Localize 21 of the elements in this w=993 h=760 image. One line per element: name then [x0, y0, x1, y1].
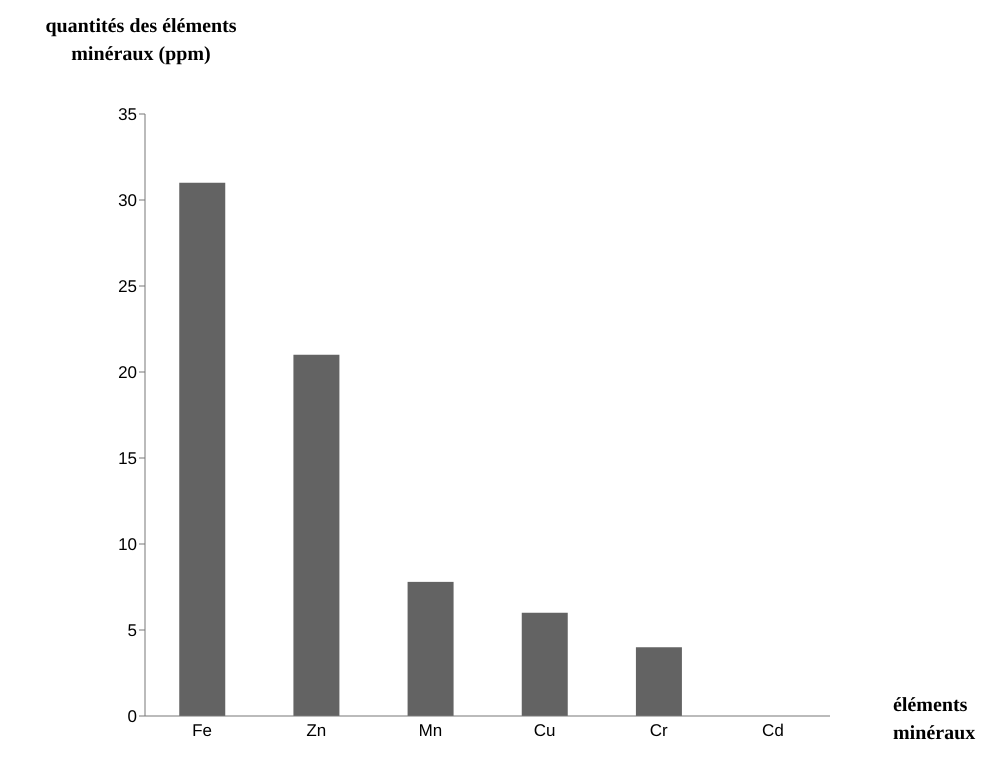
- x-tick-label: Zn: [306, 721, 326, 740]
- x-tick-label: Mn: [418, 721, 442, 740]
- bar: [179, 182, 226, 716]
- bar: [293, 354, 340, 716]
- x-axis-title: éléments minéraux: [893, 693, 976, 746]
- bar: [522, 612, 568, 716]
- y-tick-label: 5: [128, 621, 137, 640]
- y-tick-label: 30: [118, 191, 137, 210]
- bar: [636, 647, 682, 716]
- x-tick-label: Cr: [650, 721, 668, 740]
- y-tick-label: 20: [118, 363, 137, 382]
- y-tick-label: 15: [118, 449, 137, 468]
- y-tick-label: 10: [118, 535, 137, 554]
- x-tick-label: Cu: [534, 721, 556, 740]
- y-tick-label: 25: [118, 277, 137, 296]
- y-tick-label: 0: [128, 707, 137, 726]
- y-axis-title: quantités des éléments minéraux (ppm): [44, 14, 238, 67]
- x-tick-label: Fe: [192, 721, 212, 740]
- y-tick-label: 35: [118, 105, 137, 124]
- bar: [408, 582, 454, 716]
- x-tick-label: Cd: [762, 721, 784, 740]
